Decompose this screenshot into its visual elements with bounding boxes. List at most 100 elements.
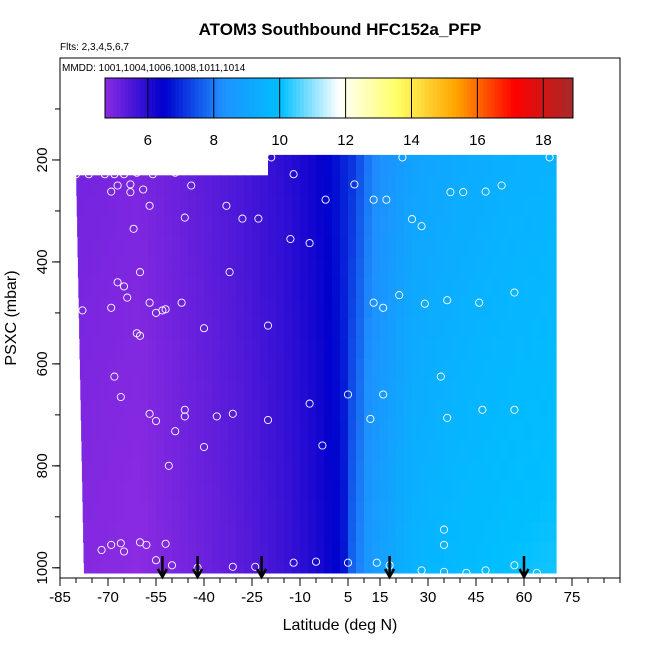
curtain-cell [476,154,485,176]
curtain-cell [220,195,229,217]
colorbar-segment [331,78,336,118]
curtain-cell [284,542,293,564]
sample-point [151,556,161,565]
curtain-cell [476,501,485,523]
curtain-cell [540,440,549,462]
curtain-cell [444,338,453,360]
curtain-cell [108,256,117,278]
curtain-cell [452,297,461,319]
sample-point [558,398,567,407]
curtain-cell [300,379,309,401]
curtain-cell [108,399,117,421]
colorbar-segment [444,78,449,118]
curtain-cell [356,399,365,421]
curtain-cell [196,460,205,482]
curtain-cell [468,154,477,176]
curtain-cell [292,318,301,339]
curtain-cell [108,236,117,258]
colorbar-segment [459,78,465,118]
flights-label: Flts: 2,3,4,5,6,7 [60,42,129,53]
curtain-cell [412,481,421,503]
curtain-cell [284,379,293,401]
sample-point [462,568,471,577]
curtain-cell [292,460,301,482]
curtain-cell [148,216,157,237]
curtain-cell [300,338,309,360]
curtain-cell [108,562,117,574]
curtain-cell [412,297,421,319]
sample-point [481,566,490,575]
curtain-cell [204,195,213,217]
curtain-cell [532,256,541,278]
x-tick-label: 75 [564,589,581,606]
sample-point [142,540,151,549]
curtain-cell [140,562,149,574]
curtain-cell [82,481,85,503]
curtain-cell [172,236,181,258]
curtain-cell [228,195,237,217]
curtain-cell [516,256,525,278]
curtain-cell [108,175,117,197]
colorbar-segment [186,78,192,118]
curtain-cell [188,379,197,401]
colorbar-segment [385,78,391,118]
curtain-cell [412,256,421,278]
colorbar-segment [366,78,371,118]
curtain-cell [212,236,221,258]
curtain-cell [332,420,341,441]
curtain-cell [428,175,437,197]
curtain-cell [196,420,205,441]
curtain-cell [268,501,277,523]
curtain-cell [276,562,285,574]
curtain-cell [204,277,213,299]
curtain-cell [204,481,213,503]
curtain-cell [476,440,485,462]
curtain-cell [92,297,101,319]
colorbar-segment [428,78,434,118]
curtain-cell [236,379,245,401]
curtain-cell [124,379,133,401]
colorbar-segment [456,78,461,118]
sample-point [228,562,237,571]
curtain-cell [396,440,405,462]
curtain-cell [300,481,309,503]
sample-point [119,547,129,556]
curtain-cell [108,318,117,339]
curtain-cell [532,420,541,441]
curtain-cell [404,460,413,482]
sample-point [510,405,519,414]
curtain-cell [172,501,181,523]
curtain-cell [220,521,229,543]
sample-point [84,170,93,179]
curtain-cell [332,379,341,401]
curtain-cell [372,420,381,441]
curtain-cell [228,358,237,380]
curtain-cell [228,297,237,319]
colorbar-segment [452,78,457,118]
curtain-cell [540,195,549,217]
sample-point [263,415,273,425]
curtain-cell [412,399,421,421]
curtain-cell [524,420,533,441]
curtain-cell [404,338,413,360]
curtain-cell [260,338,269,360]
curtain-cell [252,216,261,237]
curtain-cell [492,440,501,462]
colorbar-segment [424,78,430,118]
curtain-cell [380,338,389,360]
curtain-cell [356,358,365,380]
curtain-cell [84,481,93,503]
curtain-cell [196,481,205,503]
curtain-cell [244,297,253,319]
curtain-cell [492,236,501,258]
curtain-cell [460,379,469,401]
colorbar-segment [276,78,281,118]
curtain-cell [412,216,421,237]
curtain-cell [524,216,533,237]
curtain-cell [444,562,453,574]
colorbar-segment [420,78,426,118]
curtain-cell [388,460,397,482]
sample-points [71,153,567,577]
curtain-cell [132,481,141,503]
curtain-cell [252,379,261,401]
